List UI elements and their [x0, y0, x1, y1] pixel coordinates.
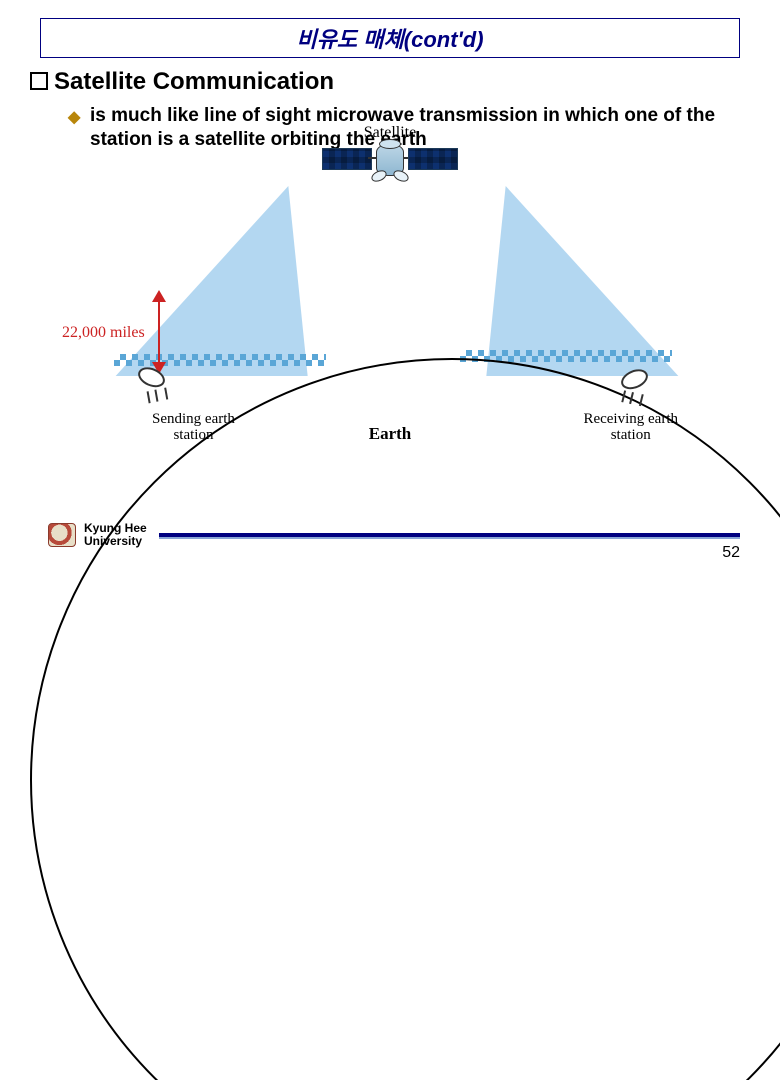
beam-footprint-left — [114, 354, 326, 366]
sending-station-label: Sending earth station — [152, 411, 235, 444]
university-line1: Kyung Hee — [84, 522, 147, 535]
distance-label: 22,000 miles — [62, 324, 145, 342]
solar-panel-right — [408, 148, 458, 170]
university-line2: University — [84, 535, 147, 548]
satellite-body — [376, 144, 404, 176]
sending-tripod — [147, 387, 169, 403]
sending-station-icon — [138, 373, 171, 404]
university-logo-icon — [48, 523, 76, 547]
receiving-station-icon — [616, 375, 649, 406]
satellite-top — [379, 139, 401, 149]
satellite-dish-right — [392, 168, 411, 184]
page-number: 52 — [722, 544, 740, 562]
downlink-beam — [394, 186, 679, 376]
section-heading: Satellite Communication — [30, 68, 750, 96]
earth-label: Earth — [369, 424, 412, 444]
satellite-diagram: Satellite 22,000 miles Sending earth sta… — [110, 162, 670, 442]
footer-rule — [159, 533, 740, 537]
satellite-icon — [376, 144, 404, 176]
university-name: Kyung Hee University — [84, 522, 147, 548]
solar-panel-left — [322, 148, 372, 170]
receiving-station-label: Receiving earth station — [583, 411, 678, 444]
section-heading-text: Satellite Communication — [54, 68, 334, 95]
earth-arc — [30, 358, 780, 1080]
satellite-dish-left — [370, 168, 389, 184]
slide-title: 비유도 매체(cont'd) — [40, 18, 740, 58]
heading-bullet-box — [30, 72, 48, 90]
footer: Kyung Hee University — [48, 522, 740, 548]
distance-line — [158, 300, 160, 364]
bullet-marker-icon: ◆ — [68, 108, 80, 128]
strut-left — [368, 157, 376, 159]
